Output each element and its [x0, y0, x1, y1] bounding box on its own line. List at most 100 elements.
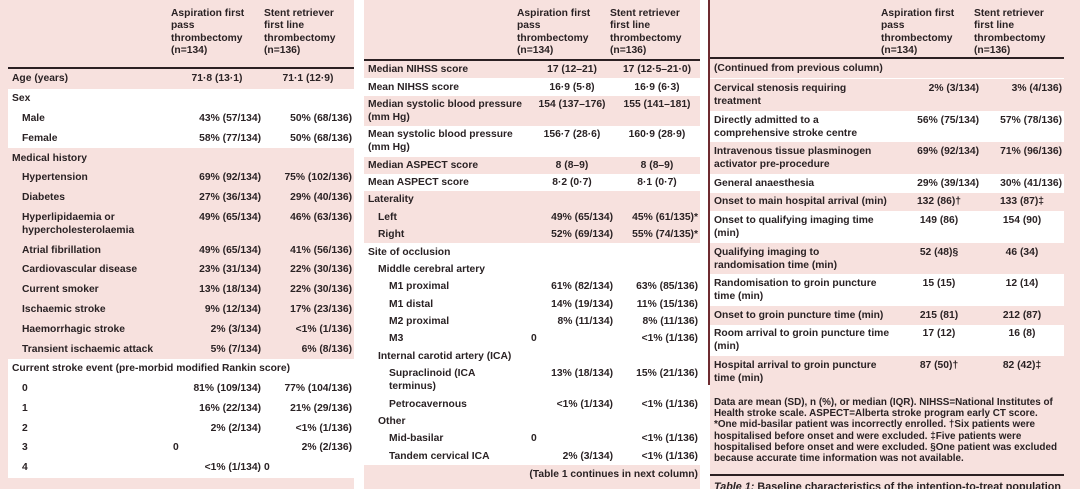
row-group: Mean systolic blood pressure (mm Hg) 156·…: [364, 126, 700, 157]
row-label: Mean NIHSS score: [368, 81, 459, 93]
row-label: Mid-basilar: [389, 433, 444, 445]
row-label: Directly admitted to a comprehensive str…: [714, 114, 858, 139]
rows-middle: Median NIHSS score 17 (12–21) 17 (12·5–21·…: [364, 61, 700, 465]
row-group: Cervical stenosis requiring treatment 2% …: [710, 79, 1064, 111]
row-label: 3: [22, 442, 28, 454]
value-col2: 45% (61/135)*: [632, 211, 698, 223]
table-row: M3 0 <1% (1/136): [364, 330, 700, 347]
value-col1: 5% (7/134): [210, 343, 261, 355]
table-row: Median ASPECT score 8 (8–9) 8 (8–9): [364, 157, 700, 174]
table-row: Right 52% (69/134) 55% (74/135)*: [364, 226, 700, 243]
row-group: Current stroke event (pre-morbid modifie…: [8, 358, 354, 478]
row-label: Laterality: [368, 194, 414, 206]
row-label: Internal carotid artery (ICA): [378, 350, 512, 362]
rows-right: Cervical stenosis requiring treatment 2% …: [710, 79, 1064, 388]
row-label: Hospital arrival to groin puncture time …: [714, 359, 877, 384]
table-row: Intravenous tissue plasminogen activator…: [710, 142, 1064, 174]
value-col2: 8% (11/136): [642, 316, 698, 328]
value-col1: 16·9 (5·8): [549, 81, 595, 93]
table-row: Median NIHSS score 17 (12–21) 17 (12·5–21·…: [364, 61, 700, 78]
table-row: 3 0 2% (2/136): [8, 438, 354, 458]
table-row: Directly admitted to a comprehensive str…: [710, 111, 1064, 143]
header-aspiration-column: Aspiration first pass thrombectomy (n=13…: [881, 8, 955, 56]
table-row: Transient ischaemic attack 5% (7/134) 6% (…: [8, 339, 354, 359]
value-col1: 56% (75/134): [917, 114, 979, 126]
row-label: Randomisation to groin puncture time (mi…: [714, 278, 877, 303]
row-label: Age (years): [12, 73, 69, 85]
row-label: 1: [22, 402, 28, 414]
value-col2: 155 (141–181): [623, 98, 691, 110]
value-col2: 71% (96/136): [1000, 146, 1062, 158]
table-row: Atrial fibrillation 49% (65/134) 41% (56/1…: [8, 240, 354, 260]
row-group: Median NIHSS score 17 (12–21) 17 (12·5–21·…: [364, 61, 700, 78]
value-col1: 8% (11/134): [557, 316, 613, 328]
row-group: Onset to main hospital arrival (min) 132 …: [710, 193, 1064, 212]
row-label: Qualifying imaging to randomisation time…: [714, 246, 837, 271]
column-gutter: [700, 0, 710, 489]
column-header-middle: Aspiration first pass thrombectomy (n=13…: [364, 0, 700, 61]
value-col1: 49% (65/134): [551, 211, 613, 223]
column-gutter: [354, 0, 364, 489]
table-row: Male 43% (57/134) 50% (68/136): [8, 109, 354, 129]
value-col1: 0: [531, 433, 537, 445]
table-row: Ischaemic stroke 9% (12/134) 17% (23/136): [8, 300, 354, 320]
row-label: Onset to groin puncture time (min): [714, 309, 884, 321]
column-header-left: Aspiration first pass thrombectomy (n=13…: [8, 0, 354, 69]
table-row: Laterality: [364, 191, 700, 208]
table-row: Hospital arrival to groin puncture time …: [710, 356, 1064, 388]
value-col2: 3% (4/136): [1011, 82, 1062, 94]
value-col1: 2% (2/134): [210, 422, 261, 434]
value-col1: 13% (18/134): [199, 284, 261, 296]
value-col2: <1% (1/136): [641, 433, 698, 445]
value-col1: 49% (65/134): [199, 244, 261, 256]
value-col2: 50% (68/136): [290, 112, 352, 124]
value-col2: 71·1 (12·9): [282, 73, 334, 85]
table-row: Internal carotid artery (ICA): [364, 348, 700, 365]
value-col2: 8 (8–9): [640, 159, 674, 171]
table-row: Middle cerebral artery: [364, 261, 700, 278]
header-stent-column: Stent retriever first line thrombectomy …: [974, 8, 1046, 56]
value-col2: <1% (1/136): [641, 450, 698, 462]
row-label: Medical history: [12, 152, 87, 164]
row-label: 2: [22, 422, 28, 434]
row-group: Qualifying imaging to randomisation time…: [710, 243, 1064, 275]
row-group: Sex Male 43% (57/134) 50% (68/136) Female 58%…: [8, 88, 354, 149]
value-col1: 8·2 (0·7): [552, 177, 592, 189]
value-col1: 58% (77/134): [199, 132, 261, 144]
row-label: Cardiovascular disease: [22, 264, 138, 276]
value-col1: 16% (22/134): [199, 402, 261, 414]
table-row: General anaesthesia 29% (39/134) 30% (41/1…: [710, 174, 1064, 193]
table-row: Qualifying imaging to randomisation time…: [710, 243, 1064, 275]
value-col1: 14% (19/134): [551, 298, 613, 310]
row-label: Diabetes: [22, 192, 65, 204]
value-col1: 43% (57/134): [199, 112, 261, 124]
table-row: 1 16% (22/134) 21% (29/136): [8, 399, 354, 419]
value-col1: 215 (81): [919, 309, 959, 321]
table-row: Cardiovascular disease 23% (31/134) 22% (3…: [8, 260, 354, 280]
value-col1: 29% (39/134): [917, 177, 979, 189]
table-row: Tandem cervical ICA 2% (3/134) <1% (1/136): [364, 448, 700, 465]
row-label: Ischaemic stroke: [22, 303, 106, 315]
table-row: M1 proximal 61% (82/134) 63% (85/136): [364, 278, 700, 295]
value-col1: 49% (65/134): [199, 211, 261, 223]
value-col2: 11% (15/136): [636, 298, 698, 310]
value-col1: 8 (8–9): [555, 159, 589, 171]
value-col1: 27% (36/134): [199, 192, 261, 204]
value-col1: <1% (1/134): [204, 462, 261, 474]
value-col2: 77% (104/136): [284, 383, 352, 395]
row-label: Current stroke event (pre-morbid modifie…: [12, 363, 291, 375]
panel-clinical-imaging: Aspiration first pass thrombectomy (n=13…: [364, 0, 700, 489]
rows-left: Age (years) 71·8 (13·1) 71·1 (12·9) Sex Male…: [8, 69, 354, 478]
value-col2: 22% (30/136): [290, 264, 352, 276]
row-group: Onset to groin puncture time (min) 215 (8…: [710, 306, 1064, 325]
table-row: Hyperlipidaemia or hypercholesterolaemia…: [8, 207, 354, 240]
value-col1: 154 (137–176): [538, 98, 606, 110]
row-label: Right: [378, 229, 405, 241]
row-group: Medical history Hypertension 69% (92/134) 7…: [8, 148, 354, 359]
row-label: Female: [22, 132, 58, 144]
value-col2: 29% (40/136): [290, 192, 352, 204]
table-row: Supraclinoid (ICA terminus) 13% (18/134) 1…: [364, 365, 700, 395]
row-label: Tandem cervical ICA: [389, 450, 490, 462]
value-col1: 0: [531, 333, 537, 345]
table-row: Sex: [8, 89, 354, 109]
